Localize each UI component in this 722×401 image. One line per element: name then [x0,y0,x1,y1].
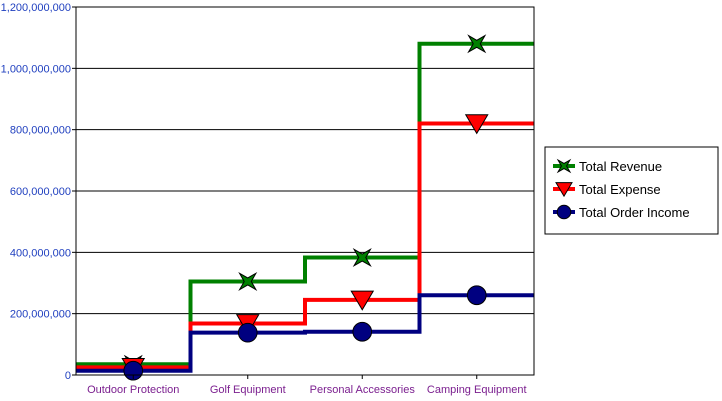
data-point [464,114,489,135]
series-lines [76,41,534,373]
x-tick-label: Outdoor Protection [87,384,179,396]
y-axis-ticks: 0 200,000,000 400,000,000 600,000,000 800,00… [1,2,76,382]
y-tick-label: 800,000,000 [10,125,71,137]
y-tick-label: 1,200,000,000 [1,2,71,14]
legend-swatch-marker [556,204,572,220]
series-line [76,293,534,373]
y-tick-label: 0 [65,370,71,382]
legend-label: Total Order Income [579,205,690,220]
data-point [352,248,372,268]
legend-swatch-marker [556,158,572,174]
data-markers [121,34,489,381]
data-point [237,322,258,343]
legend-label: Total Revenue [579,159,662,174]
x-tick-label: Golf Equipment [210,384,286,396]
legend-swatch-marker [555,182,573,198]
legend-label: Total Expense [579,182,661,197]
y-tick-label: 400,000,000 [10,247,71,259]
data-point [238,271,258,291]
x-tick-label: Camping Equipment [427,384,527,396]
y-tick-label: 600,000,000 [10,186,71,198]
x-tick-label: Personal Accessories [310,384,416,396]
x-axis-ticks: Outdoor Protection Golf Equipment Personal… [87,375,527,396]
data-point [350,290,375,311]
data-point [352,321,373,342]
legend: Total Revenue Total Expense Total Order In… [544,146,719,235]
y-tick-label: 1,000,000,000 [1,63,71,75]
data-point [466,285,487,306]
y-tick-label: 200,000,000 [10,309,71,321]
grid-lines [76,67,534,315]
data-point [467,34,487,54]
